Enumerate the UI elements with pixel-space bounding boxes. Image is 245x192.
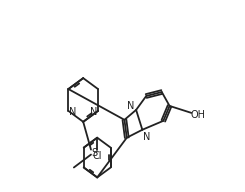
Text: Cl: Cl bbox=[92, 151, 102, 161]
Text: OH: OH bbox=[190, 110, 205, 120]
Text: N: N bbox=[90, 107, 97, 117]
Text: N: N bbox=[127, 101, 134, 111]
Text: N: N bbox=[143, 132, 151, 142]
Text: S: S bbox=[91, 148, 97, 158]
Text: N: N bbox=[69, 107, 77, 117]
